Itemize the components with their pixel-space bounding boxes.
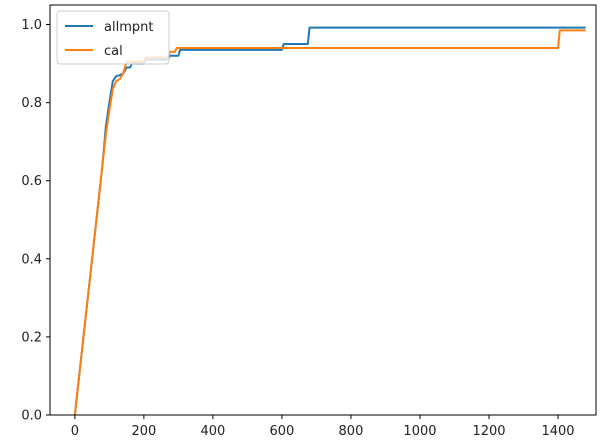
plot-area — [50, 5, 596, 415]
x-tick-label: 1000 — [403, 424, 436, 439]
x-tick-label: 400 — [200, 424, 225, 439]
legend-label-allmpnt: allmpnt — [104, 20, 153, 35]
y-tick-label: 1.0 — [21, 18, 42, 33]
x-tick-label: 800 — [339, 424, 364, 439]
y-axis: 0.0 0.2 0.4 0.6 0.8 1.0 — [21, 18, 50, 424]
x-tick-label: 1200 — [472, 424, 505, 439]
y-tick-label: 0.6 — [21, 174, 42, 189]
y-tick-label: 0.4 — [21, 252, 42, 267]
series-line-cal — [73, 29, 586, 416]
x-tick-label: 0 — [71, 424, 79, 439]
x-tick-label: 1400 — [541, 424, 574, 439]
plot-frame — [49, 4, 597, 416]
x-tick-label: 600 — [270, 424, 295, 439]
legend-label-cal: cal — [104, 44, 123, 59]
y-tick-label: 0.8 — [21, 96, 42, 111]
y-tick-label: 0.0 — [21, 409, 42, 424]
x-axis: 0 200 400 600 800 1000 1200 1400 — [71, 415, 575, 439]
series-layer — [73, 26, 586, 416]
legend: allmpnt cal — [56, 10, 170, 65]
x-tick-label: 200 — [131, 424, 156, 439]
y-tick-label: 0.2 — [21, 330, 42, 345]
